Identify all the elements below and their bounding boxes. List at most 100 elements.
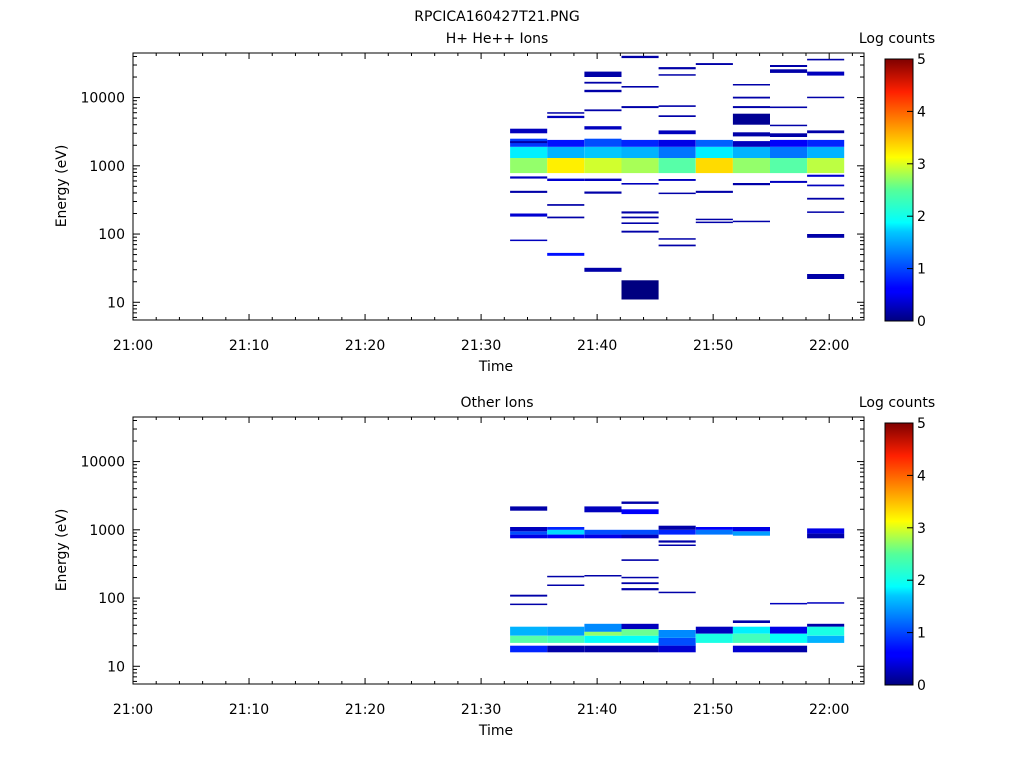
colorbar-tick-label: 3 — [917, 521, 926, 537]
heatmap-cell — [770, 633, 808, 643]
heatmap-cell — [658, 244, 696, 247]
heatmap-cell — [510, 213, 548, 217]
heatmap-cell — [510, 146, 548, 158]
heatmap-cell — [621, 501, 659, 504]
heatmap-cell — [658, 645, 696, 653]
heatmap-cell — [621, 146, 659, 158]
heatmap-cell — [621, 582, 659, 585]
plot-area — [510, 55, 845, 300]
heatmap-cell — [807, 626, 845, 636]
panel-other-ions: Other Ions 21:00 21:10 21:20 21:30 21:40 21:5… — [54, 395, 935, 739]
heatmap-cell — [695, 158, 733, 174]
heatmap-cell — [732, 106, 770, 109]
heatmap-cell — [621, 635, 659, 643]
x-axis-label: Time — [478, 359, 513, 375]
heatmap-cell — [621, 559, 659, 561]
heatmap-cell — [510, 534, 548, 539]
x-tick-label: 21:20 — [345, 338, 385, 354]
heatmap-cell — [584, 178, 622, 181]
heatmap-cell — [621, 230, 659, 233]
heatmap-cell — [770, 146, 808, 158]
heatmap-cell — [770, 106, 808, 109]
heatmap-cell — [510, 141, 548, 144]
heatmap-cell — [695, 218, 733, 221]
heatmap-cell — [695, 626, 733, 634]
heatmap-cell — [807, 234, 845, 238]
y-axis-label: Energy (eV) — [54, 145, 70, 228]
heatmap-cell — [547, 178, 585, 181]
heatmap-cell — [770, 133, 808, 137]
heatmap-cell — [510, 603, 548, 606]
heatmap-cell — [547, 252, 585, 256]
heatmap-cell — [807, 139, 845, 147]
heatmap-cell — [584, 575, 622, 577]
x-tick-label: 21:50 — [693, 338, 733, 354]
heatmap-cell — [732, 626, 770, 634]
colorbar: Log counts 0 1 2 3 4 5 — [859, 395, 935, 694]
heatmap-cell — [732, 620, 770, 623]
heatmap-cell — [621, 588, 659, 591]
panel-h-he-ions: H+ He++ Ions 21:00 21:10 21:20 21:30 21:40 21… — [54, 31, 935, 375]
heatmap-cell — [658, 158, 696, 174]
colorbar-tick-label: 1 — [917, 626, 926, 642]
heatmap-cell — [658, 115, 696, 117]
heatmap-cell — [510, 527, 548, 532]
heatmap-cell — [658, 529, 696, 535]
y-axis-label: Energy (eV) — [54, 509, 70, 592]
heatmap-cell — [807, 635, 845, 643]
heatmap-cell — [807, 211, 845, 213]
heatmap-cell — [510, 190, 548, 193]
x-tick-label: 21:40 — [577, 702, 617, 718]
heatmap-cell — [770, 626, 808, 634]
heatmap-cell — [547, 527, 585, 530]
heatmap-cell — [807, 158, 845, 174]
colorbar-ticks: 0 1 2 3 4 5 — [907, 416, 926, 694]
heatmap-cell — [547, 645, 585, 653]
heatmap-cell — [584, 109, 622, 112]
heatmap-cell — [807, 184, 845, 187]
x-tick-label: 21:30 — [461, 702, 501, 718]
heatmap-cell — [770, 69, 808, 73]
colorbar-tick-label: 5 — [917, 52, 926, 68]
heatmap-cell — [584, 534, 622, 539]
heatmap-cell — [658, 139, 696, 147]
heatmap-cell — [621, 280, 659, 300]
heatmap-cell — [621, 216, 659, 219]
panel-title: H+ He++ Ions — [446, 31, 549, 47]
colorbar-tick-label: 3 — [917, 157, 926, 173]
heatmap-cell — [807, 528, 845, 534]
heatmap-cell — [770, 139, 808, 147]
heatmap-cell — [510, 128, 548, 134]
heatmap-cell — [658, 105, 696, 107]
heatmap-cell — [621, 183, 659, 185]
heatmap-cell — [732, 531, 770, 536]
heatmap-cell — [510, 158, 548, 174]
heatmap-cell — [732, 645, 770, 653]
heatmap-cell — [547, 626, 585, 636]
heatmap-cell — [510, 531, 548, 535]
heatmap-cell — [621, 55, 659, 59]
heatmap-cell — [658, 192, 696, 195]
x-tick-label: 21:10 — [229, 338, 269, 354]
heatmap-cell — [547, 139, 585, 147]
heatmap-cell — [732, 183, 770, 186]
heatmap-cell — [621, 576, 659, 579]
heatmap-cell — [584, 191, 622, 194]
y-tick-label: 10 — [107, 295, 125, 311]
heatmap-cell — [807, 623, 845, 627]
heatmap-cell — [658, 238, 696, 240]
heatmap-cell — [807, 146, 845, 158]
heatmap-cell — [658, 74, 696, 76]
heatmap-cell — [621, 509, 659, 515]
heatmap-cell — [510, 176, 548, 179]
heatmap-cell — [547, 529, 585, 535]
heatmap-cell — [658, 179, 696, 181]
heatmap-cell — [621, 211, 659, 214]
heatmap-cell — [584, 158, 622, 174]
plot-frame — [132, 52, 865, 321]
heatmap-cell — [807, 58, 845, 61]
x-tick-label: 21:20 — [345, 702, 385, 718]
y-tick-label: 100 — [98, 227, 125, 243]
heatmap-cell — [584, 81, 622, 84]
heatmap-cell — [807, 130, 845, 134]
